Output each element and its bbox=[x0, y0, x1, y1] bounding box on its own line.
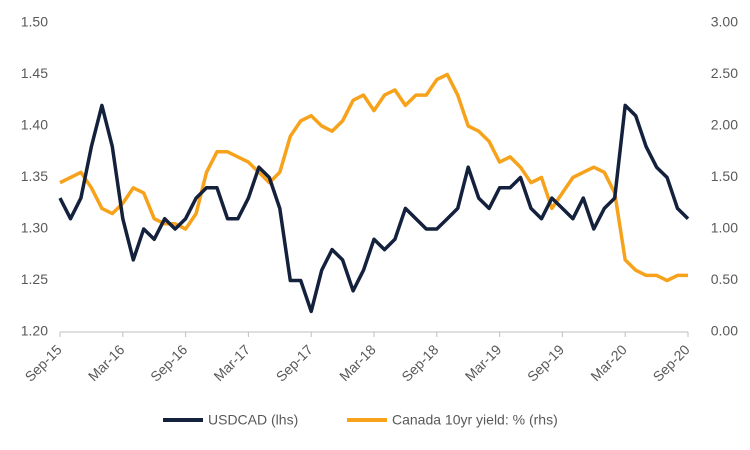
y-tick-label: 1.30 bbox=[21, 220, 48, 236]
legend-label: Canada 10yr yield: % (rhs) bbox=[392, 412, 558, 428]
x-tick-label: Sep-16 bbox=[147, 341, 190, 384]
series-line bbox=[59, 72, 688, 283]
y2-tick-label: 2.50 bbox=[711, 65, 738, 81]
x-tick-label: Mar-18 bbox=[336, 341, 379, 384]
y2-tick-label: 2.00 bbox=[711, 117, 738, 133]
y2-tick-label: 1.00 bbox=[711, 220, 738, 236]
y-tick-label: 1.25 bbox=[21, 271, 48, 287]
legend-label: USDCAD (lhs) bbox=[208, 412, 298, 428]
x-tick-label: Sep-17 bbox=[273, 341, 316, 384]
x-tick-label: Mar-20 bbox=[587, 341, 630, 384]
y-tick-label: 1.20 bbox=[21, 323, 48, 339]
y2-tick-label: 0.00 bbox=[711, 323, 738, 339]
x-tick-label: Sep-20 bbox=[649, 341, 692, 384]
y-tick-label: 1.50 bbox=[21, 14, 48, 30]
y2-tick-label: 0.50 bbox=[711, 271, 738, 287]
x-tick-label: Mar-17 bbox=[210, 341, 253, 384]
x-tick-label: Mar-19 bbox=[462, 341, 505, 384]
x-tick-label: Mar-16 bbox=[85, 341, 128, 384]
x-tick-label: Sep-18 bbox=[398, 341, 441, 384]
y2-tick-label: 1.50 bbox=[711, 168, 738, 184]
y-tick-label: 1.40 bbox=[21, 117, 48, 133]
y-tick-label: 1.35 bbox=[21, 168, 48, 184]
y2-tick-label: 3.00 bbox=[711, 14, 738, 30]
x-tick-label: Sep-15 bbox=[21, 341, 64, 384]
y-tick-label: 1.45 bbox=[21, 65, 48, 81]
x-tick-label: Sep-19 bbox=[524, 341, 567, 384]
series-line bbox=[58, 103, 690, 314]
